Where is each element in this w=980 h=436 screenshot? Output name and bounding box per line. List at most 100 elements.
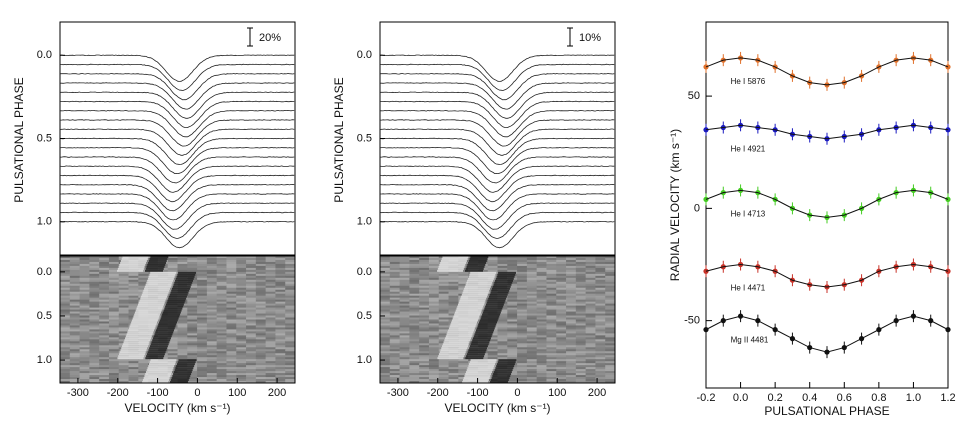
spectrum-noise [546,301,557,304]
spectrum-noise [108,355,120,358]
spectrum-noise [236,291,247,295]
spectrum-noise [517,275,528,279]
spectrum-noise [206,263,218,267]
spectrum-noise [605,369,616,372]
spectrum-noise [556,331,567,334]
spectrum-noise [128,295,139,298]
spectrum-noise [419,319,430,322]
spectrum-noise [187,333,198,336]
line-profile [379,202,615,230]
spectrum-noise [69,256,81,259]
spectrum-noise [526,257,538,261]
spectrum-noise [585,381,596,384]
spectrum-noise [389,303,401,306]
spectrum-noise [497,347,508,350]
spectrum-noise [507,337,518,340]
spectrum-noise [438,337,450,340]
spectrum-noise [428,357,440,360]
spectrum-noise [79,321,90,324]
spectrum-noise [265,375,276,378]
spectrum-noise [507,331,518,334]
spectrum-noise [246,365,257,368]
spectrum-noise [206,273,218,277]
spectrum-noise [399,259,410,263]
spectrum-noise [69,361,81,364]
spectrum-noise [409,321,420,324]
spectrum-noise [285,373,296,376]
spectrum-noise [89,273,100,277]
spectrum-noise [556,297,567,300]
spectrum-light [454,311,481,314]
spectrum-noise [389,341,401,344]
spectrum-light [465,283,492,287]
spectrum-noise [380,333,391,336]
spectrum-noise [409,331,420,334]
spectrum-noise [419,295,430,298]
spectrum-noise [517,327,528,330]
spectrum-noise [517,311,528,314]
spectrum-noise [438,277,450,281]
spectrum-noise [197,285,208,289]
spectrum-noise [118,327,130,330]
spectrum-noise [380,261,391,265]
spectrum-noise [507,263,518,267]
spectrum-noise [536,265,547,269]
spectrum-dark [178,271,197,275]
spectrum-noise [285,341,296,344]
spectrum-noise [206,319,218,322]
spectrum-noise [595,301,606,304]
spectrum-noise [399,287,410,291]
spectrum-noise [236,307,247,310]
spectrum-noise [399,295,410,298]
spectrum-noise [246,369,257,372]
spectrum-noise [99,281,110,285]
spectrum-noise [605,381,616,384]
spectrum-noise [399,303,410,306]
spectrum-noise [89,335,100,338]
spectrum-noise [536,349,547,352]
spectrum-noise [380,267,391,271]
spectrum-noise [187,303,198,306]
spectrum-noise [89,323,100,326]
spectrum-noise [556,303,567,306]
spectrum-noise [487,335,498,338]
spectrum-noise [275,273,286,277]
spectrum-noise [438,303,450,306]
spectrum-noise [428,257,440,261]
spectrum-noise [389,319,401,322]
spectrum-noise [477,307,489,310]
spectrum-noise [595,381,606,384]
spectrum-dark [162,311,181,314]
spectrum-noise [526,351,538,354]
spectrum-noise [389,299,401,302]
spectrum-dark [174,281,193,285]
spectrum-dark [498,359,517,362]
spectrum-noise [60,359,71,362]
y-tick-label: 1.0 [37,216,52,228]
spectrum-noise [556,285,567,289]
spectrum-noise [448,285,459,289]
spectrum-noise [419,329,430,332]
line-profile [60,82,295,110]
spectrum-noise [255,309,267,312]
spectrum-noise [285,293,296,296]
spectrum-noise [255,299,267,302]
spectrum-light [138,301,165,304]
spectrum-noise [556,289,567,293]
spectrum-noise [448,365,459,368]
spectrum-noise [399,291,410,295]
spectrum-noise [138,273,149,277]
spectrum-noise [108,345,120,348]
spectrum-noise [167,265,178,269]
spectrum-noise [246,381,257,384]
spectrum-noise [177,265,188,269]
spectrum-noise [487,369,498,372]
spectrum-light [150,359,177,362]
spectrum-noise [585,369,596,372]
spectrum-noise [438,317,450,320]
spectrum-noise [60,349,71,352]
spectrum-noise [216,363,227,366]
spectrum-noise [79,367,90,370]
spectrum-noise [79,263,90,267]
spectrum-noise [265,337,276,340]
